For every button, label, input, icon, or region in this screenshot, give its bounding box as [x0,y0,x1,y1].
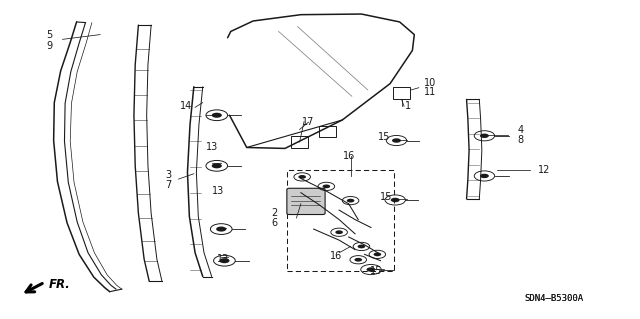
Text: 17: 17 [302,117,315,127]
Bar [319,126,336,137]
Text: 12: 12 [538,165,550,174]
Text: 13: 13 [212,186,224,196]
Text: SDN4–B5300A: SDN4–B5300A [524,293,583,302]
Text: 4: 4 [518,125,524,135]
Text: 13: 13 [205,142,218,152]
Circle shape [355,258,362,262]
Text: 14: 14 [180,101,192,111]
Text: 16: 16 [330,251,342,261]
Circle shape [480,134,489,138]
Text: 10: 10 [424,78,436,88]
Circle shape [358,245,365,249]
Text: FR.: FR. [49,278,71,291]
Circle shape [298,175,306,179]
Circle shape [347,199,355,203]
Bar [287,170,394,271]
Text: 9: 9 [46,41,52,51]
Text: 7: 7 [165,180,172,190]
Text: 6: 6 [271,218,277,228]
Text: 5: 5 [46,30,52,40]
Circle shape [212,163,222,168]
Circle shape [392,138,401,143]
Text: 15: 15 [370,266,382,276]
Text: 15: 15 [380,192,392,203]
Text: 8: 8 [518,135,524,145]
Text: 3: 3 [165,170,172,180]
Circle shape [216,226,227,232]
FancyBboxPatch shape [287,188,325,214]
Circle shape [367,267,376,272]
Circle shape [212,113,222,118]
Text: 13: 13 [217,254,229,264]
Bar [393,87,410,100]
Text: 11: 11 [424,87,436,98]
Circle shape [480,174,489,178]
Circle shape [323,184,330,188]
Text: 1: 1 [405,101,411,111]
Circle shape [335,230,343,234]
Text: 16: 16 [342,151,355,161]
Circle shape [391,198,399,202]
Circle shape [374,252,381,256]
Text: 15: 15 [378,132,390,142]
Text: 2: 2 [271,208,277,218]
Text: SDN4–B5300A: SDN4–B5300A [524,293,583,302]
Bar [291,136,308,148]
Circle shape [220,258,230,263]
